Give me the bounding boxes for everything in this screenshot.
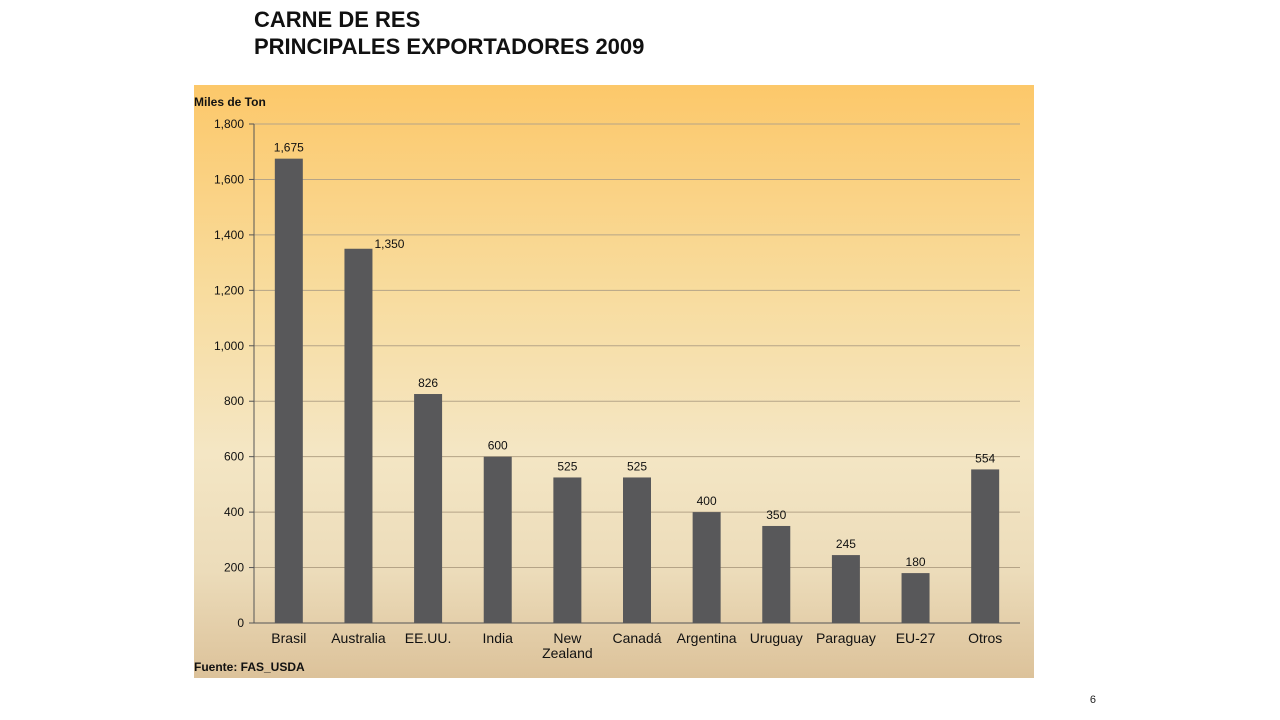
bars [274,158,1000,623]
data-labels: 1,675 1,350 826 600 525 525 400 350 245 180 554 [274,141,996,569]
data-label: 400 [697,494,717,508]
bar [692,512,721,623]
data-label: 350 [766,508,786,522]
y-tick-label: 1,600 [214,172,244,186]
bar [901,573,930,623]
data-label: 826 [418,376,438,390]
x-tick-label: Canadá [612,630,661,646]
bar [553,477,582,623]
y-tick-label: 0 [237,616,244,630]
bar [274,158,303,623]
x-tick-label: Brasil [271,630,306,646]
x-tick-label: Australia [331,630,386,646]
y-axis-ticks: 0 200 400 600 800 1,000 1,200 1,400 1,600 1,800 [214,117,1020,630]
slide-title: CARNE DE RES PRINCIPALES EXPORTADORES 20… [254,6,644,60]
x-tick-label: Argentina [677,630,737,646]
x-axis-ticks: Brasil Australia EE.UU. India New Zealand Cana… [271,630,1002,661]
data-label: 525 [627,459,647,473]
data-label: 525 [557,459,577,473]
data-label: 180 [906,555,926,569]
bar-chart: Miles de Ton 0 200 400 600 800 1,000 1,200 1,40… [194,95,1020,674]
y-tick-label: 600 [224,450,244,464]
x-tick-label: EE.UU. [405,630,452,646]
bar [414,394,443,623]
data-label: 554 [975,451,995,465]
y-tick-label: 1,400 [214,228,244,242]
gridlines [254,123,1020,624]
y-tick-label: 400 [224,505,244,519]
source-note: Fuente: FAS_USDA [194,660,305,674]
y-tick-label: 1,200 [214,283,244,297]
data-label: 600 [488,439,508,453]
data-label: 1,350 [374,237,404,251]
data-label: 245 [836,537,856,551]
bar [344,248,373,623]
data-label: 1,675 [274,141,304,155]
y-axis-label: Miles de Ton [194,95,266,109]
page-number: 6 [1089,694,1096,706]
slide-title-line2: PRINCIPALES EXPORTADORES 2009 [254,34,645,59]
bar [762,525,791,623]
x-tick-label: India [483,630,514,646]
x-tick-label: EU-27 [896,630,936,646]
bar [483,456,512,623]
y-tick-label: 1,800 [214,117,244,131]
y-tick-label: 200 [224,561,244,575]
x-tick-label: New Zealand [542,630,593,661]
x-tick-label: Otros [968,630,1002,646]
bar [623,477,651,623]
slide-title-line1: CARNE DE RES [254,7,421,32]
x-tick-label: Uruguay [750,630,803,646]
y-tick-label: 800 [224,394,244,408]
chart-panel: Miles de Ton 0 200 400 600 800 1,000 1,200 1,40… [194,85,1034,678]
y-tick-label: 1,000 [214,339,244,353]
bar [831,555,860,623]
bar [971,469,1000,623]
x-tick-label: Paraguay [816,630,876,646]
